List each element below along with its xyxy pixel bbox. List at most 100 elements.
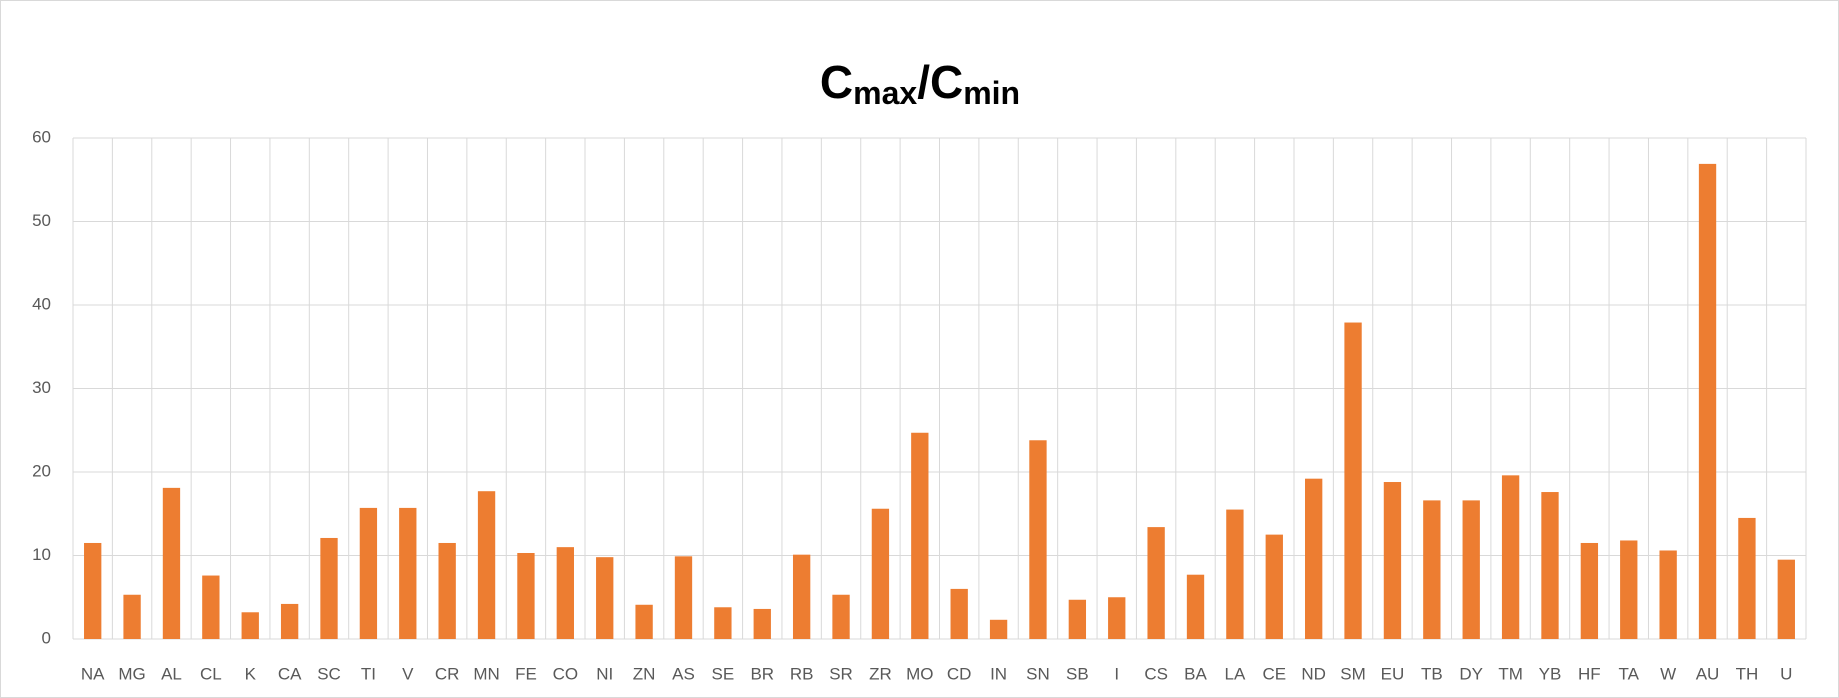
bar — [674, 556, 693, 639]
x-tick-label: FE — [515, 664, 537, 683]
bar — [1147, 527, 1165, 639]
x-tick-label: HF — [1578, 664, 1601, 683]
bar — [1186, 574, 1205, 639]
x-tick-label: IN — [990, 664, 1007, 683]
bar — [477, 491, 496, 639]
title-part: C — [820, 56, 853, 108]
x-tick-label: MO — [906, 664, 933, 683]
x-tick-label: BA — [1184, 664, 1207, 683]
x-tick-label: TA — [1619, 664, 1640, 683]
chart-title: Cmax/Cmin — [820, 56, 1020, 111]
x-tick-label: EU — [1381, 664, 1405, 683]
bar — [1777, 559, 1795, 639]
bar — [950, 588, 968, 639]
bar — [1265, 534, 1283, 639]
x-tick-label: ZR — [869, 664, 892, 683]
bar — [1580, 542, 1599, 639]
bar — [714, 607, 732, 639]
x-tick-label: SE — [712, 664, 735, 683]
bar — [1738, 517, 1756, 639]
bar — [1462, 500, 1480, 639]
x-tick-label: CR — [435, 664, 460, 683]
bar — [1659, 550, 1677, 639]
title-part: min — [963, 75, 1020, 111]
x-tick-label: TM — [1498, 664, 1523, 683]
bar — [241, 612, 259, 639]
bar — [1423, 500, 1441, 639]
x-tick-label: SC — [317, 664, 341, 683]
bar — [202, 575, 220, 639]
x-tick-label: CA — [278, 664, 302, 683]
bar — [871, 508, 890, 639]
x-tick-label: RB — [790, 664, 814, 683]
bar — [1108, 597, 1126, 639]
x-tick-label: MG — [118, 664, 145, 683]
x-tick-label: ZN — [633, 664, 656, 683]
x-tick-label: TI — [361, 664, 376, 683]
x-tick-label: CE — [1262, 664, 1286, 683]
bar — [1226, 509, 1244, 639]
bar — [832, 594, 850, 639]
x-tick-label: AL — [161, 664, 182, 683]
x-tick-label: MN — [473, 664, 499, 683]
y-tick-label: 0 — [42, 628, 51, 647]
x-tick-label: DY — [1459, 664, 1483, 683]
bar — [399, 507, 417, 639]
bar — [320, 537, 338, 639]
bar — [1305, 478, 1323, 639]
x-tick-label: V — [402, 664, 414, 683]
x-tick-label: LA — [1224, 664, 1245, 683]
y-tick-label: 20 — [32, 461, 51, 480]
bar — [635, 604, 653, 639]
y-tick-label: 10 — [32, 545, 51, 564]
bar — [517, 552, 535, 639]
title-part: C — [930, 56, 963, 108]
title-part: / — [917, 56, 930, 108]
x-tick-label: TH — [1736, 664, 1759, 683]
bar — [989, 619, 1008, 639]
bar — [1029, 440, 1047, 639]
x-tick-label: W — [1660, 664, 1676, 683]
x-tick-label: SB — [1066, 664, 1089, 683]
x-tick-label: SM — [1340, 664, 1366, 683]
x-tick-label: K — [245, 664, 257, 683]
x-tick-label: CD — [947, 664, 972, 683]
x-tick-label: CO — [553, 664, 579, 683]
bar — [1620, 540, 1638, 639]
y-tick-label: 60 — [32, 127, 51, 146]
title-part: max — [853, 75, 917, 111]
x-tick-label: YB — [1539, 664, 1562, 683]
x-tick-label: AS — [672, 664, 695, 683]
bar — [359, 507, 378, 639]
bar — [911, 432, 929, 639]
bar — [438, 542, 456, 639]
bar — [1383, 482, 1402, 639]
bar — [1698, 163, 1717, 639]
bar — [596, 557, 614, 639]
bar — [753, 608, 771, 639]
x-tick-label: CS — [1144, 664, 1168, 683]
y-tick-label: 30 — [32, 378, 51, 397]
x-tick-label: AU — [1696, 664, 1720, 683]
x-tick-label: I — [1114, 664, 1119, 683]
x-tick-label: ND — [1301, 664, 1326, 683]
x-tick-label: TB — [1421, 664, 1443, 683]
bar — [556, 547, 574, 639]
bar — [162, 487, 181, 639]
bar — [1344, 322, 1362, 639]
x-tick-label: U — [1780, 664, 1792, 683]
y-tick-label: 40 — [32, 294, 51, 313]
x-tick-label: NI — [596, 664, 613, 683]
x-tick-label: CL — [200, 664, 222, 683]
x-tick-label: NA — [81, 664, 105, 683]
x-tick-label: SR — [829, 664, 853, 683]
y-tick-label: 50 — [32, 211, 51, 230]
bar — [1501, 475, 1520, 639]
bar — [280, 603, 299, 639]
x-tick-label: SN — [1026, 664, 1050, 683]
bar — [84, 542, 102, 639]
bar — [1541, 492, 1559, 639]
x-tick-label: BR — [750, 664, 774, 683]
bar — [1068, 599, 1087, 639]
